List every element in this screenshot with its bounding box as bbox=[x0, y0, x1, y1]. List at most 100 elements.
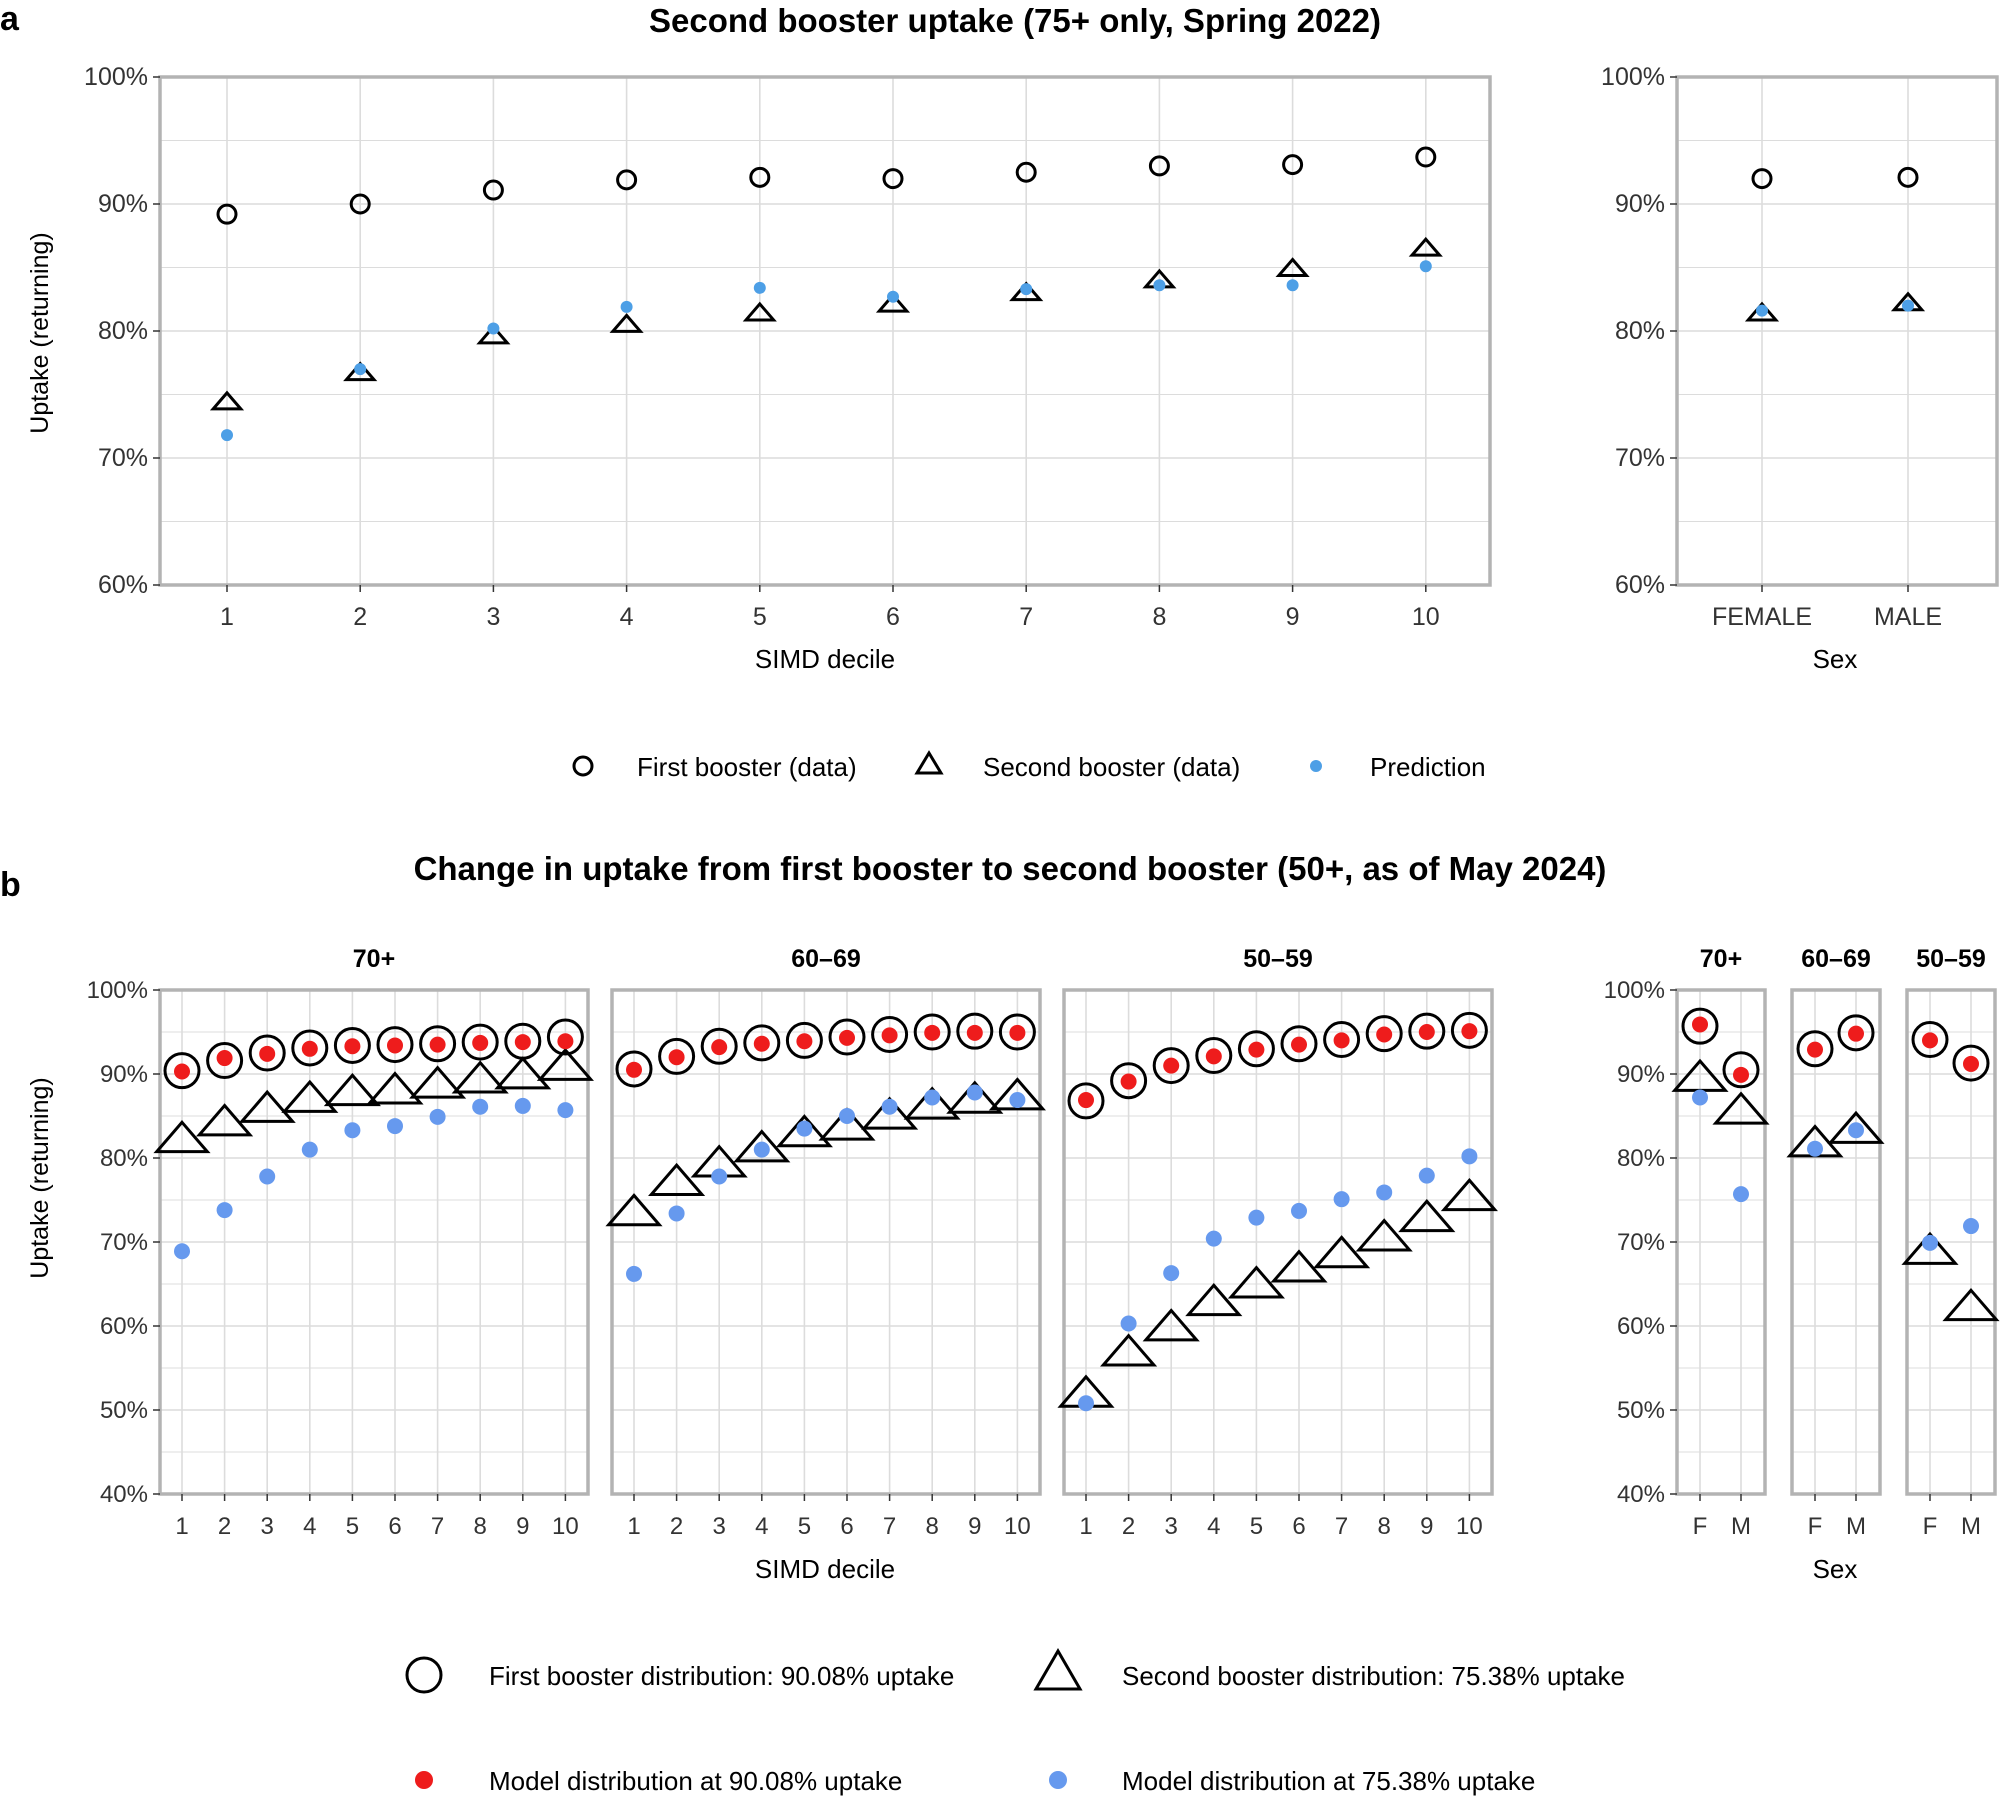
first-booster-point bbox=[1952, 1044, 1990, 1082]
model-blue-point bbox=[839, 1108, 855, 1124]
panel-a-simd: 60% 70% 80% 90% 100% 1 2 3 4 5 6 7 8 9 10 bbox=[84, 63, 1492, 631]
y-tick-label: 40% bbox=[1617, 1481, 1665, 1508]
prediction-point bbox=[1020, 283, 1033, 296]
second-booster-point bbox=[775, 1114, 833, 1148]
second-booster-point bbox=[451, 1060, 509, 1094]
second-booster-point bbox=[1275, 257, 1310, 278]
model-blue-point bbox=[557, 1102, 574, 1119]
prediction-point bbox=[487, 322, 500, 335]
second-booster-point bbox=[536, 1047, 594, 1081]
model-blue-point bbox=[1692, 1089, 1708, 1106]
panel-a-sex: 60% 70% 80% 90% 100% FEMALE MALE bbox=[1601, 63, 1999, 631]
x-tick-label: 1 bbox=[627, 1513, 640, 1540]
legend-second-booster-label: Second booster (data) bbox=[983, 752, 1240, 782]
panel-a-sex-x-axis-label: Sex bbox=[1813, 644, 1858, 674]
first-booster-point bbox=[1195, 1037, 1233, 1075]
x-tick-label: 8 bbox=[1378, 1513, 1391, 1540]
x-tick-label: 6 bbox=[388, 1513, 401, 1540]
panel-b-legend: First booster distribution: 90.08% uptak… bbox=[405, 1648, 1625, 1796]
model-red-point bbox=[344, 1038, 361, 1055]
panel-a-letter: a bbox=[0, 0, 20, 38]
x-tick-label: F bbox=[1693, 1513, 1708, 1540]
x-tick-label: 8 bbox=[474, 1513, 487, 1540]
model-blue-point bbox=[259, 1168, 276, 1185]
y-tick-label: 100% bbox=[84, 63, 148, 91]
first-booster-point bbox=[658, 1037, 696, 1075]
prediction-point bbox=[1286, 279, 1299, 292]
x-tick-label: FEMALE bbox=[1712, 603, 1812, 631]
legend-first-distribution-label: First booster distribution: 90.08% uptak… bbox=[489, 1661, 954, 1691]
y-tick-label: 80% bbox=[98, 317, 148, 345]
model-blue-point bbox=[429, 1108, 446, 1125]
x-tick-label: 5 bbox=[798, 1513, 811, 1540]
y-tick-label: 80% bbox=[1617, 1145, 1665, 1172]
x-tick-label: F bbox=[1923, 1513, 1938, 1540]
model-blue-point bbox=[1078, 1395, 1094, 1412]
model-red-point bbox=[1922, 1032, 1938, 1049]
second-booster-point bbox=[409, 1065, 467, 1099]
second-booster-point bbox=[733, 1129, 791, 1163]
second-booster-point bbox=[1440, 1177, 1498, 1212]
legend-model-blue-dot-icon bbox=[1049, 1771, 1067, 1789]
model-blue-point bbox=[1120, 1315, 1137, 1332]
second-booster-point bbox=[1009, 281, 1044, 302]
legend-model-blue-label: Model distribution at 75.38% uptake bbox=[1122, 1766, 1535, 1796]
first-booster-point bbox=[419, 1025, 457, 1063]
panel-b-sex-70: 40% 50% 60% 70% 80% 90% 100% F M 70+ bbox=[1604, 945, 1770, 1540]
chart-panels: 60% 70% 80% 90% 100% 1 2 3 4 5 6 7 8 9 10 60% 70% 80% 90% 1… bbox=[84, 63, 2000, 1540]
second-booster-point bbox=[323, 1072, 381, 1107]
model-red-point bbox=[174, 1063, 190, 1080]
second-booster-point bbox=[1827, 1110, 1885, 1144]
y-tick-label: 80% bbox=[1615, 317, 1665, 345]
second-booster-point bbox=[476, 324, 511, 345]
legend-first-booster-circle-icon bbox=[572, 755, 594, 777]
model-blue-point bbox=[301, 1141, 318, 1158]
model-red-point bbox=[1418, 1024, 1435, 1040]
first-booster-point bbox=[882, 168, 904, 190]
first-booster-point bbox=[291, 1029, 329, 1067]
first-booster-point bbox=[749, 166, 771, 188]
second-booster-point bbox=[861, 1096, 919, 1130]
model-red-point bbox=[966, 1024, 983, 1041]
first-booster-point bbox=[1450, 1011, 1488, 1049]
model-blue-point bbox=[924, 1089, 941, 1106]
prediction-point bbox=[887, 290, 899, 303]
x-tick-label: 7 bbox=[1019, 603, 1033, 631]
model-red-point bbox=[796, 1033, 813, 1050]
model-blue-point bbox=[514, 1097, 531, 1114]
first-booster-point bbox=[216, 203, 238, 225]
y-tick-label: 100% bbox=[87, 977, 148, 1004]
y-tick-label: 70% bbox=[98, 444, 148, 472]
x-tick-label: 1 bbox=[1079, 1513, 1092, 1540]
prediction-point bbox=[1756, 304, 1768, 317]
first-booster-point bbox=[1415, 146, 1437, 168]
legend-model-red-label: Model distribution at 90.08% uptake bbox=[489, 1766, 902, 1796]
model-blue-point bbox=[668, 1205, 685, 1222]
second-booster-point bbox=[648, 1162, 706, 1197]
facet-strip-label: 60–69 bbox=[791, 945, 861, 973]
second-booster-point bbox=[609, 313, 644, 333]
second-booster-point bbox=[1712, 1091, 1770, 1125]
x-tick-label: 4 bbox=[1207, 1513, 1220, 1540]
y-tick-label: 100% bbox=[1601, 63, 1665, 91]
model-blue-point bbox=[966, 1084, 983, 1101]
x-tick-label: F bbox=[1808, 1513, 1823, 1540]
x-tick-label: 4 bbox=[755, 1513, 768, 1540]
first-booster-point bbox=[1722, 1051, 1760, 1089]
panel-b-sex-x-axis-label: Sex bbox=[1813, 1554, 1858, 1584]
first-booster-point bbox=[828, 1018, 866, 1056]
x-tick-label: 10 bbox=[1412, 603, 1440, 631]
model-red-point bbox=[711, 1039, 728, 1056]
model-red-point bbox=[387, 1037, 403, 1054]
prediction-point bbox=[221, 429, 233, 442]
facet-strip-label: 70+ bbox=[1700, 945, 1742, 973]
x-tick-label: 7 bbox=[431, 1513, 444, 1540]
model-red-point bbox=[259, 1045, 276, 1062]
model-red-point bbox=[1963, 1055, 1979, 1072]
first-booster-point bbox=[1681, 1007, 1719, 1045]
second-booster-point bbox=[1185, 1282, 1243, 1317]
model-red-point bbox=[1248, 1041, 1265, 1058]
model-blue-point bbox=[796, 1120, 813, 1137]
x-tick-label: 6 bbox=[886, 603, 900, 631]
facet-strip-label: 60–69 bbox=[1801, 945, 1871, 973]
